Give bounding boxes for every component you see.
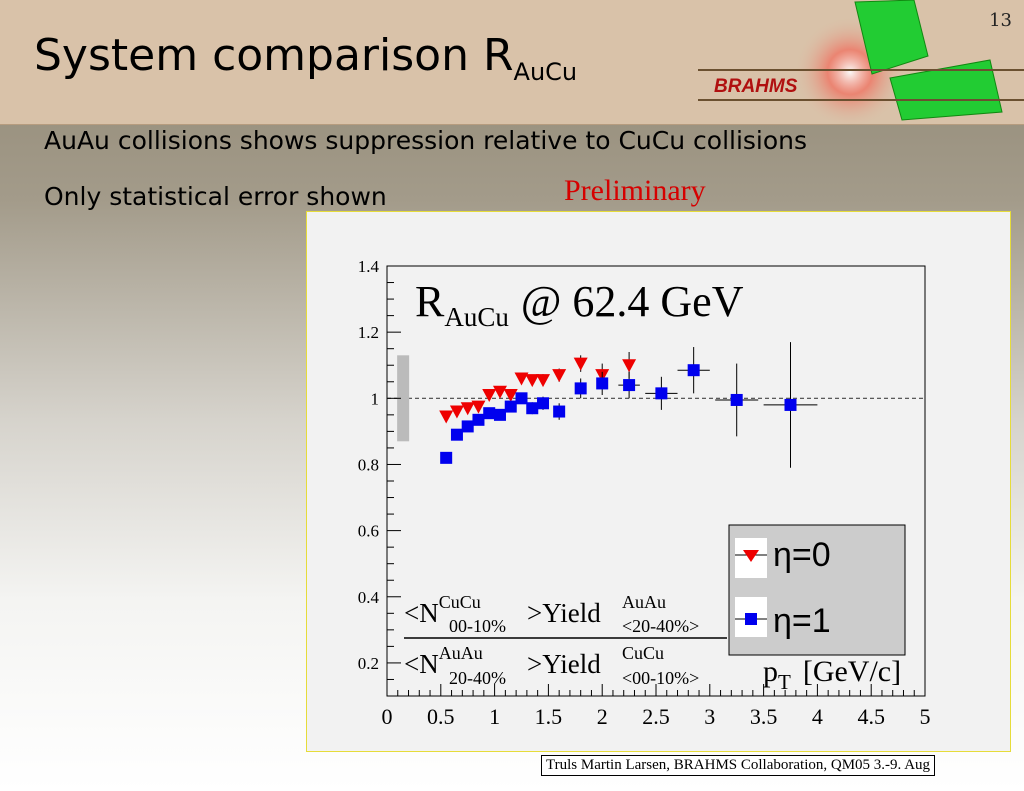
y-tick-label: 0.6 bbox=[358, 522, 379, 541]
svg-text:20-40%: 20-40% bbox=[449, 668, 506, 688]
data-point-eta0 bbox=[525, 374, 540, 388]
preliminary-label: Preliminary bbox=[564, 174, 706, 207]
slide-title: System comparison RAuCu bbox=[34, 30, 578, 86]
systematic-band bbox=[397, 355, 410, 442]
page-number: 13 bbox=[989, 10, 1012, 31]
svg-text:<NCuCu: <NCuCu bbox=[404, 592, 481, 628]
data-point-eta1 bbox=[461, 420, 474, 433]
svg-text:00-10%: 00-10% bbox=[449, 616, 506, 636]
y-tick-label: 0.2 bbox=[358, 654, 379, 673]
data-point-eta0 bbox=[503, 389, 518, 402]
legend-label-eta0: η=0 bbox=[773, 536, 831, 574]
bullet-1: AuAu collisions shows suppression relati… bbox=[44, 126, 808, 155]
logo-green-wedge-right bbox=[889, 59, 1003, 121]
svg-text:<NAuAu: <NAuAu bbox=[404, 643, 483, 679]
data-point-eta1 bbox=[537, 397, 550, 410]
data-point-eta1 bbox=[655, 387, 668, 400]
legend-label-eta1: η=1 bbox=[773, 602, 831, 640]
data-point-eta0 bbox=[492, 385, 507, 399]
data-point-eta1 bbox=[483, 407, 496, 420]
data-point-eta1 bbox=[596, 377, 609, 390]
svg-text:<20-40%>: <20-40%> bbox=[622, 616, 699, 636]
data-point-eta0 bbox=[449, 405, 464, 419]
formula: <NCuCu 00-10% >Yield AuAu <20-40%> <NAuA… bbox=[404, 592, 727, 688]
x-tick-label: 4 bbox=[812, 704, 823, 729]
data-point-eta0 bbox=[460, 402, 475, 416]
y-tick-label: 1.2 bbox=[358, 323, 379, 342]
data-point-eta0 bbox=[573, 357, 588, 371]
brahms-logo: BRAHMS bbox=[698, 0, 1024, 124]
data-point-eta0 bbox=[622, 359, 637, 373]
footer-citation: Truls Martin Larsen, BRAHMS Collaboratio… bbox=[541, 755, 936, 776]
chart-panel: 0 0.5 1 1.5 2 2.5 3 3.5 4 4.5 5 0.2 0.4 0.6 0.8 1 1.2 1.4… bbox=[306, 211, 1011, 752]
x-tick-label: 1.5 bbox=[535, 704, 563, 729]
y-tick-label: 1.4 bbox=[358, 257, 380, 276]
data-point-eta0 bbox=[536, 374, 551, 388]
y-tick-label: 1 bbox=[371, 389, 380, 408]
data-point-eta1 bbox=[730, 393, 743, 406]
data-point-eta1 bbox=[623, 379, 636, 392]
svg-text:>Yield: >Yield bbox=[527, 649, 601, 679]
x-tick-label: 4.5 bbox=[857, 704, 885, 729]
x-tick-label: 0 bbox=[382, 704, 393, 729]
x-tick-label: 3 bbox=[704, 704, 715, 729]
data-point-eta1 bbox=[574, 382, 587, 395]
x-tick-label: 2 bbox=[597, 704, 608, 729]
data-point-eta1 bbox=[784, 398, 797, 411]
x-tick-label: 1 bbox=[489, 704, 500, 729]
data-point-eta1 bbox=[504, 400, 517, 413]
svg-text:AuAu: AuAu bbox=[622, 592, 666, 612]
data-point-eta1 bbox=[515, 392, 528, 405]
raucu-chart: 0 0.5 1 1.5 2 2.5 3 3.5 4 4.5 5 0.2 0.4 0.6 0.8 1 1.2 1.4… bbox=[358, 257, 931, 729]
legend-marker-eta0 bbox=[743, 550, 759, 562]
data-point-eta1 bbox=[687, 364, 700, 377]
data-point-eta1 bbox=[450, 428, 463, 441]
logo-text: BRAHMS bbox=[714, 76, 798, 97]
data-point-eta0 bbox=[439, 410, 454, 424]
legend-marker-eta1 bbox=[745, 613, 757, 625]
data-point-eta0 bbox=[514, 372, 529, 386]
data-point-eta1 bbox=[440, 451, 453, 464]
data-point-eta1 bbox=[553, 405, 566, 418]
data-point-eta0 bbox=[552, 369, 567, 383]
y-tick-label: 0.8 bbox=[358, 455, 379, 474]
data-point-eta1 bbox=[472, 413, 485, 426]
x-axis-label: pT [GeV/c] bbox=[763, 655, 901, 694]
chart-title: RAuCu @ 62.4 GeV bbox=[415, 277, 744, 332]
data-point-eta0 bbox=[482, 389, 497, 402]
x-tick-label: 3.5 bbox=[750, 704, 778, 729]
svg-text:>Yield: >Yield bbox=[527, 598, 601, 628]
svg-text:CuCu: CuCu bbox=[622, 643, 664, 663]
x-tick-label: 0.5 bbox=[427, 704, 455, 729]
x-tick-label: 2.5 bbox=[642, 704, 670, 729]
legend: η=0 η=1 bbox=[728, 524, 906, 656]
bullet-2: Only statistical error shown bbox=[44, 182, 387, 211]
svg-text:<00-10%>: <00-10%> bbox=[622, 668, 699, 688]
x-tick-label: 5 bbox=[920, 704, 931, 729]
data-point-eta1 bbox=[493, 408, 506, 421]
data-point-eta1 bbox=[526, 402, 539, 415]
slide-header: System comparison RAuCu 13 BRAHMS bbox=[0, 0, 1024, 125]
logo-green-wedge-upper bbox=[854, 0, 929, 75]
y-tick-label: 0.4 bbox=[358, 588, 380, 607]
data-point-eta0 bbox=[471, 400, 486, 414]
